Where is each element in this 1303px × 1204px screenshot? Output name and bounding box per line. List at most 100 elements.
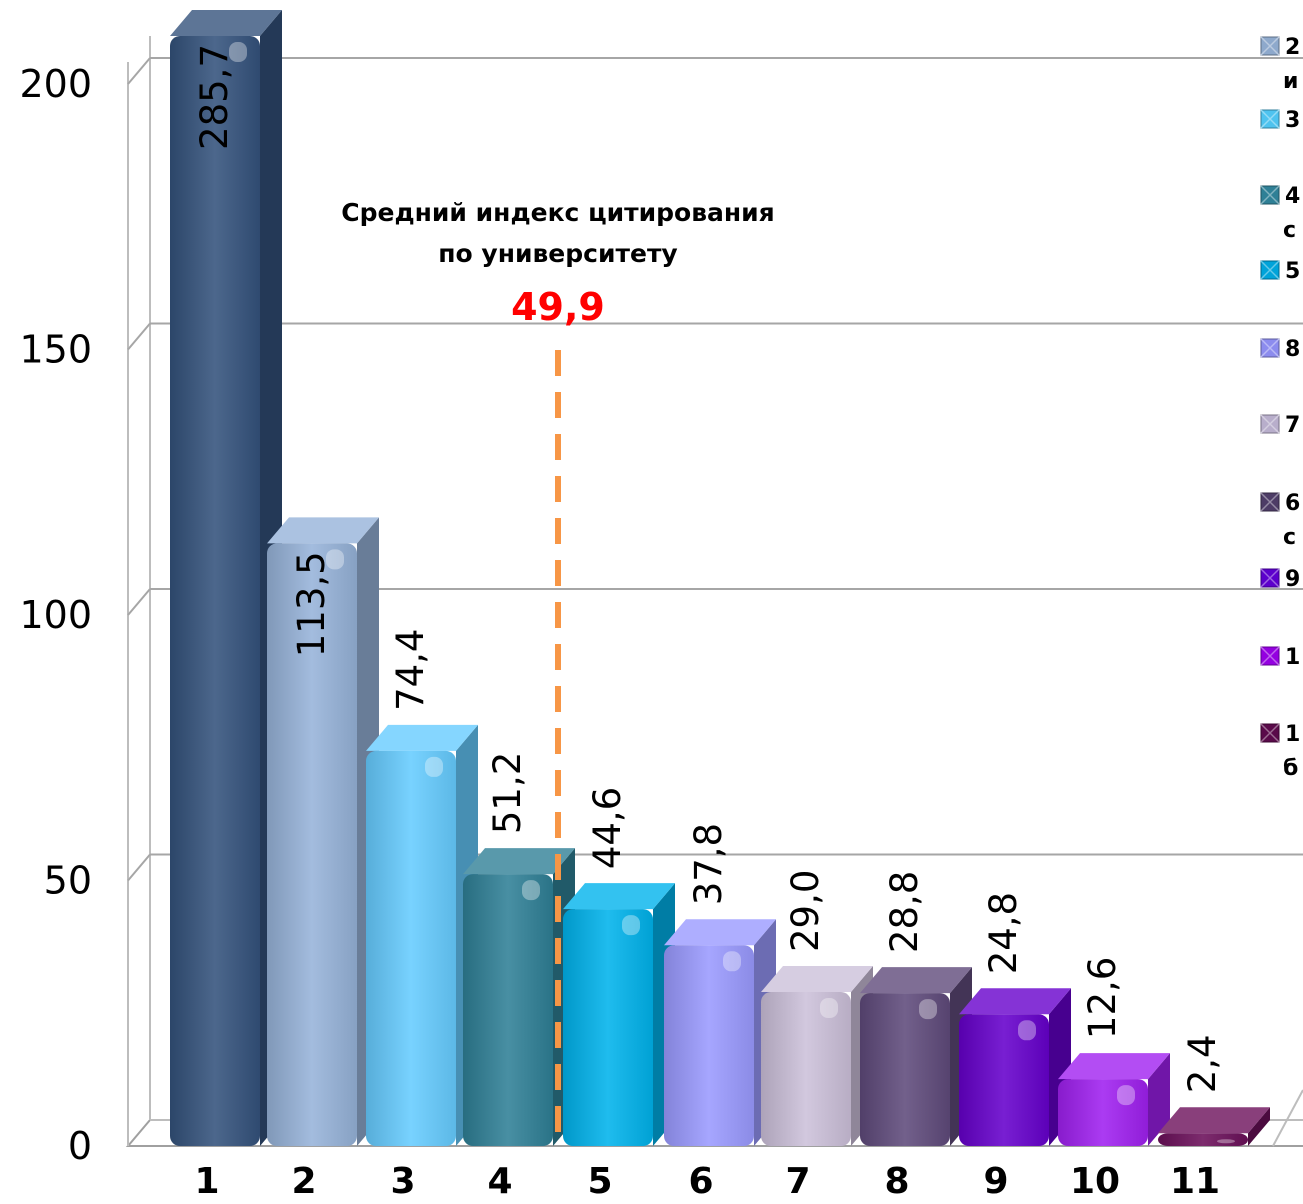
- bar: [366, 724, 478, 1146]
- x-category-label: 8: [884, 1161, 909, 1202]
- value-label: 2,4: [1181, 1034, 1224, 1093]
- bar: [563, 883, 675, 1146]
- y-axis-tick-labels: 0 50 100 150 200: [19, 62, 92, 1168]
- x-category-label: 11: [1170, 1161, 1220, 1202]
- chart-floor-right-edge: [1272, 1089, 1303, 1147]
- legend-item: 6с: [1260, 491, 1300, 550]
- x-category-label: 7: [785, 1161, 810, 1202]
- legend-item: 4с: [1260, 184, 1300, 243]
- x-category-label: 5: [587, 1161, 612, 1202]
- y-tick-label: 150: [19, 328, 92, 372]
- bar-highlight: [1117, 1085, 1135, 1106]
- gridline-side: [127, 57, 151, 85]
- bar-top: [170, 10, 282, 36]
- legend-item: 9: [1260, 567, 1300, 592]
- bar-front: [267, 543, 357, 1146]
- bar-front: [1058, 1079, 1148, 1146]
- bar-top: [267, 517, 379, 544]
- bar-top: [761, 966, 873, 993]
- legend-label: 5: [1285, 259, 1300, 284]
- value-label: 285,7: [193, 44, 236, 150]
- legend-label: 6: [1285, 491, 1300, 516]
- bar: [1158, 1107, 1270, 1146]
- bar-front: [959, 1014, 1049, 1146]
- bar-side: [1248, 1107, 1270, 1146]
- legend-label: 1: [1285, 645, 1300, 670]
- value-labels: 285,7 113,5 74,4 51,2 44,6 37,8 29,0 28,8 24,8 12…: [193, 44, 1224, 1093]
- legend-label: 7: [1285, 413, 1300, 438]
- bars: [170, 10, 1270, 1146]
- bar-front: [664, 945, 754, 1146]
- x-category-label: 4: [487, 1161, 512, 1202]
- bar-front: [761, 992, 851, 1146]
- bar-highlight: [1018, 1020, 1036, 1041]
- bar-top: [1158, 1107, 1270, 1134]
- bar-top: [959, 988, 1071, 1015]
- bar: [860, 967, 972, 1146]
- value-label: 51,2: [486, 752, 529, 834]
- value-label: 28,8: [883, 871, 926, 953]
- legend-item: 8: [1260, 337, 1300, 362]
- legend-label: 8: [1285, 337, 1300, 362]
- bar-highlight: [919, 999, 937, 1020]
- annotation-line1: Средний индекс цитирования: [341, 198, 774, 227]
- legend-label-line2: с: [1283, 525, 1296, 550]
- bar: [761, 966, 873, 1146]
- legend-item: 3: [1260, 108, 1300, 133]
- y-tick-label: 0: [68, 1124, 92, 1168]
- legend-item: 1б: [1260, 722, 1300, 781]
- value-label: 12,6: [1081, 957, 1124, 1039]
- y-tick-label: 200: [19, 62, 92, 106]
- annotation-value: 49,9: [511, 285, 605, 329]
- x-category-label: 3: [390, 1161, 415, 1202]
- y-tick-label: 100: [19, 593, 92, 637]
- legend-label-line2: с: [1283, 218, 1296, 243]
- x-axis-category-labels: 1 2 3 4 5 6 7 8 9 10 11: [194, 1161, 1220, 1202]
- legend-label: 9: [1285, 567, 1300, 592]
- bar-highlight: [622, 915, 640, 936]
- bar-highlight: [326, 549, 344, 570]
- value-label: 37,8: [687, 823, 730, 905]
- gridline-side: [127, 853, 151, 882]
- bar-highlight: [1217, 1139, 1235, 1144]
- bar-top: [1058, 1053, 1170, 1080]
- bar-front: [860, 993, 950, 1146]
- bar: [170, 10, 282, 1146]
- value-label: 24,8: [982, 892, 1025, 974]
- bar-front: [366, 750, 456, 1146]
- annotation-line2: по университету: [438, 239, 677, 268]
- legend-item: 5: [1260, 259, 1300, 284]
- bar: [959, 988, 1071, 1146]
- bar: [1058, 1053, 1170, 1146]
- x-category-label: 10: [1070, 1161, 1120, 1202]
- y-tick-label: 50: [44, 859, 92, 903]
- bar-top: [664, 919, 776, 946]
- bar-highlight: [522, 880, 540, 901]
- gridline-side: [127, 322, 151, 351]
- legend-item: 2и: [1260, 35, 1300, 94]
- legend-label-line2: б: [1283, 756, 1298, 781]
- legend-label: 1: [1285, 722, 1300, 747]
- legend-item: 1: [1260, 645, 1300, 670]
- bar-front: [170, 36, 260, 1146]
- average-annotation: Средний индекс цитирования по университе…: [341, 198, 775, 1146]
- x-category-label: 6: [688, 1161, 713, 1202]
- bar-top: [463, 848, 575, 875]
- bar-top: [366, 724, 478, 751]
- value-label: 29,0: [784, 870, 827, 952]
- bar-front: [1158, 1133, 1248, 1146]
- bar-top: [860, 967, 972, 994]
- legend-label-line2: и: [1283, 69, 1298, 94]
- bar: [664, 919, 776, 1146]
- bar-highlight: [723, 951, 741, 972]
- legend-label: 3: [1285, 108, 1300, 133]
- value-label: 74,4: [389, 629, 432, 711]
- legend-label: 2: [1285, 35, 1300, 60]
- x-category-label: 9: [983, 1161, 1008, 1202]
- gridline-side: [127, 588, 151, 616]
- bar-top: [563, 883, 675, 910]
- bar-front: [563, 909, 653, 1146]
- x-category-label: 1: [194, 1161, 219, 1202]
